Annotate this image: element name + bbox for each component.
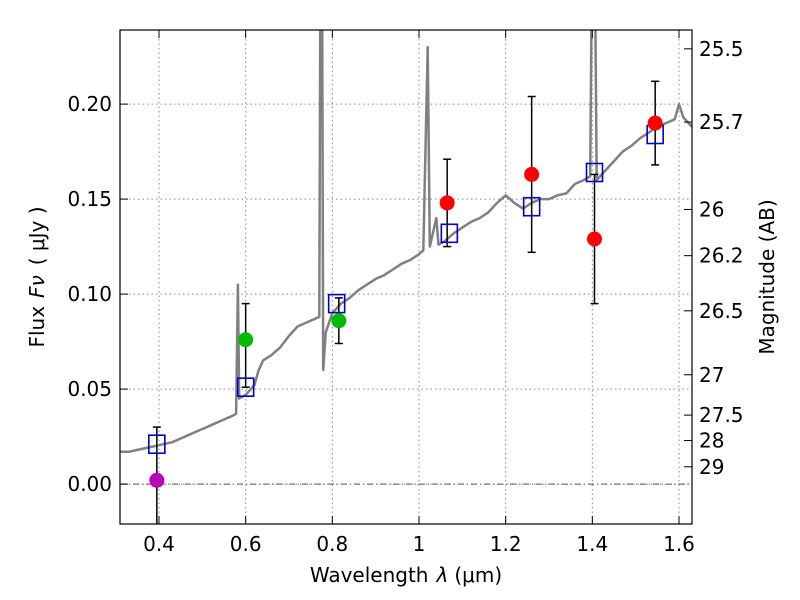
sed-model-curve-group bbox=[120, 30, 692, 454]
x-tick-label-0: 0.4 bbox=[143, 532, 175, 556]
model-photometry-boxes bbox=[148, 124, 664, 455]
magnitude-tick-label-0: 25.5 bbox=[699, 37, 744, 61]
model-box-1 bbox=[236, 377, 255, 398]
x-tick-label-5: 1.4 bbox=[576, 532, 608, 556]
model-box-4 bbox=[522, 196, 541, 217]
magnitude-tick-label-1: 25.7 bbox=[699, 110, 744, 134]
y-tick-label-1: 0.05 bbox=[67, 377, 112, 401]
x-axis-label: Wavelength λ (μm) bbox=[310, 563, 502, 587]
plot-frame bbox=[119, 29, 693, 525]
observed-point-2 bbox=[331, 313, 347, 329]
model-box-5 bbox=[585, 162, 604, 183]
y-tick-label-2: 0.10 bbox=[67, 282, 112, 306]
magnitude-tick-label-6: 27.5 bbox=[699, 403, 744, 427]
magnitude-tick-label-3: 26.2 bbox=[699, 244, 744, 268]
magnitude-tick-label-7: 28 bbox=[699, 429, 724, 453]
observed-point-5 bbox=[587, 231, 602, 247]
right-axis-label: Magnitude (AB) bbox=[755, 199, 779, 354]
model-box-3 bbox=[440, 223, 459, 244]
grid-lines bbox=[120, 30, 692, 524]
x-axis-ticks: 0.4 0.6 0.8 1 1.2 1.4 1.6 bbox=[143, 30, 695, 556]
y-axis-ticks: 0.00 0.05 0.10 0.15 0.20 bbox=[67, 92, 128, 496]
observed-photometry-points bbox=[149, 115, 663, 488]
error-bars bbox=[152, 80, 660, 524]
y-tick-label-3: 0.15 bbox=[67, 187, 112, 211]
magnitude-tick-label-4: 26.5 bbox=[699, 299, 744, 323]
observed-point-0 bbox=[149, 472, 165, 488]
y-tick-label-0: 0.00 bbox=[67, 472, 112, 496]
observed-point-3 bbox=[439, 195, 455, 211]
y-axis-label: FluxFν( μJy ) bbox=[25, 206, 49, 347]
x-tick-label-1: 0.6 bbox=[230, 532, 262, 556]
x-tick-label-3: 1 bbox=[413, 532, 426, 556]
y-tick-label-4: 0.20 bbox=[67, 92, 112, 116]
model-box-2 bbox=[327, 293, 346, 314]
observed-point-6 bbox=[647, 115, 663, 131]
model-box-0 bbox=[148, 434, 166, 455]
observed-point-1 bbox=[238, 332, 254, 348]
x-tick-label-4: 1.2 bbox=[490, 532, 522, 556]
magnitude-tick-label-2: 26 bbox=[699, 197, 724, 221]
x-tick-label-2: 0.8 bbox=[316, 532, 348, 556]
x-tick-label-6: 1.6 bbox=[663, 532, 695, 556]
magnitude-tick-label-5: 27 bbox=[699, 363, 724, 387]
magnitude-tick-label-8: 29 bbox=[699, 455, 724, 479]
observed-point-4 bbox=[524, 166, 540, 182]
sed-model-line bbox=[120, 30, 692, 454]
